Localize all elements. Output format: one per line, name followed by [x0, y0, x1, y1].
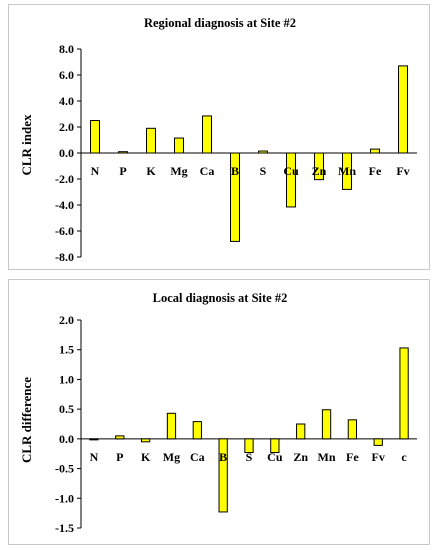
x-category-label: Zn [312, 164, 327, 178]
bar-zn [296, 423, 306, 440]
chart-title: Local diagnosis at Site #2 [153, 291, 288, 305]
x-category-label: S [260, 164, 267, 178]
bar-s [244, 438, 254, 454]
bar-k [146, 127, 156, 154]
x-category-label: N [90, 450, 99, 464]
y-tick-label: -8.0 [55, 250, 74, 264]
y-tick-label: -0.5 [55, 462, 74, 476]
y-tick-label: 6.0 [59, 68, 74, 82]
bar-fe [370, 148, 380, 154]
local-diagnosis-panel: Local diagnosis at Site #2 CLR differenc… [8, 279, 430, 545]
x-category-label: Mn [338, 164, 356, 178]
y-axis-label: CLR index [19, 114, 34, 176]
x-category-label: Fv [372, 450, 385, 464]
bar-mg [166, 412, 177, 440]
x-category-label: c [401, 450, 407, 464]
regional-diagnosis-panel: Regional diagnosis at Site #2 CLR index … [8, 4, 430, 270]
x-category-label: Fe [369, 164, 382, 178]
x-category-label: Mg [163, 450, 180, 464]
x-category-label: K [146, 164, 156, 178]
y-tick-label: 1.5 [59, 343, 74, 357]
bar-fv [398, 65, 408, 154]
bar-fe [347, 419, 358, 440]
y-tick-label: -4.0 [55, 198, 74, 212]
x-category-label: S [246, 450, 253, 464]
bar-ca [192, 421, 202, 440]
x-category-label: Cu [267, 450, 283, 464]
bar-k [140, 438, 151, 443]
bar-cu [270, 438, 280, 454]
bar-zn [314, 152, 324, 181]
bar-s [258, 150, 268, 154]
bar-n [90, 120, 100, 154]
x-categories: N P K Mg Ca B S Cu Zn Mn Fe Fv c [90, 450, 408, 464]
x-category-label: B [219, 450, 227, 464]
x-category-label: Mg [170, 164, 187, 178]
bar-cu [286, 152, 296, 208]
bar-b [218, 438, 228, 513]
x-category-label: Zn [293, 450, 308, 464]
x-category-label: P [119, 164, 126, 178]
y-tick-label: 4.0 [59, 94, 74, 108]
bars [90, 65, 408, 242]
bar-p [115, 435, 125, 440]
y-tick-label: -1.0 [55, 491, 74, 505]
local-diagnosis-chart: Local diagnosis at Site #2 CLR differenc… [19, 291, 417, 535]
x-category-label: Fv [396, 164, 409, 178]
x-category-label: Ca [190, 450, 205, 464]
y-ticks: 2.0 1.5 1.0 0.5 0.0 -0.5 -1.0 -1.5 [55, 313, 81, 535]
chart-title: Regional diagnosis at Site #2 [144, 16, 296, 30]
y-tick-label: -2.0 [55, 172, 74, 186]
axes [80, 320, 417, 528]
y-tick-label: 0.0 [59, 432, 74, 446]
x-categories: N P K Mg Ca B S Cu Zn Mn Fe Fv [91, 164, 410, 178]
x-category-label: Cu [283, 164, 299, 178]
bars [89, 347, 409, 513]
bar-mn [342, 152, 352, 190]
x-category-label: B [231, 164, 239, 178]
bar-n [89, 438, 99, 441]
x-category-label: N [91, 164, 100, 178]
y-tick-label: 0.5 [59, 402, 74, 416]
x-category-label: Mn [318, 450, 336, 464]
y-tick-label: 8.0 [59, 42, 74, 56]
bar-p [118, 151, 128, 154]
bar-mn [321, 409, 332, 440]
regional-diagnosis-chart: Regional diagnosis at Site #2 CLR index … [19, 16, 417, 264]
bar-fv [373, 438, 383, 446]
bar-b [230, 152, 240, 242]
axes [80, 49, 417, 257]
x-category-label: K [141, 450, 151, 464]
x-category-label: Ca [200, 164, 215, 178]
y-tick-label: 2.0 [59, 313, 74, 327]
bar-mg [174, 137, 184, 154]
y-ticks: 8.0 6.0 4.0 2.0 0.0 -2.0 -4.0 -6.0 -8.0 [55, 42, 81, 264]
x-category-label: P [116, 450, 123, 464]
y-tick-label: 0.0 [59, 146, 74, 160]
y-tick-label: 1.0 [59, 372, 74, 386]
bar-ca [202, 115, 212, 154]
y-axis-label: CLR difference [19, 377, 34, 463]
y-tick-label: 2.0 [59, 120, 74, 134]
x-category-label: Fe [346, 450, 359, 464]
bar-c [399, 347, 409, 440]
y-tick-label: -1.5 [55, 521, 74, 535]
y-tick-label: -6.0 [55, 224, 74, 238]
